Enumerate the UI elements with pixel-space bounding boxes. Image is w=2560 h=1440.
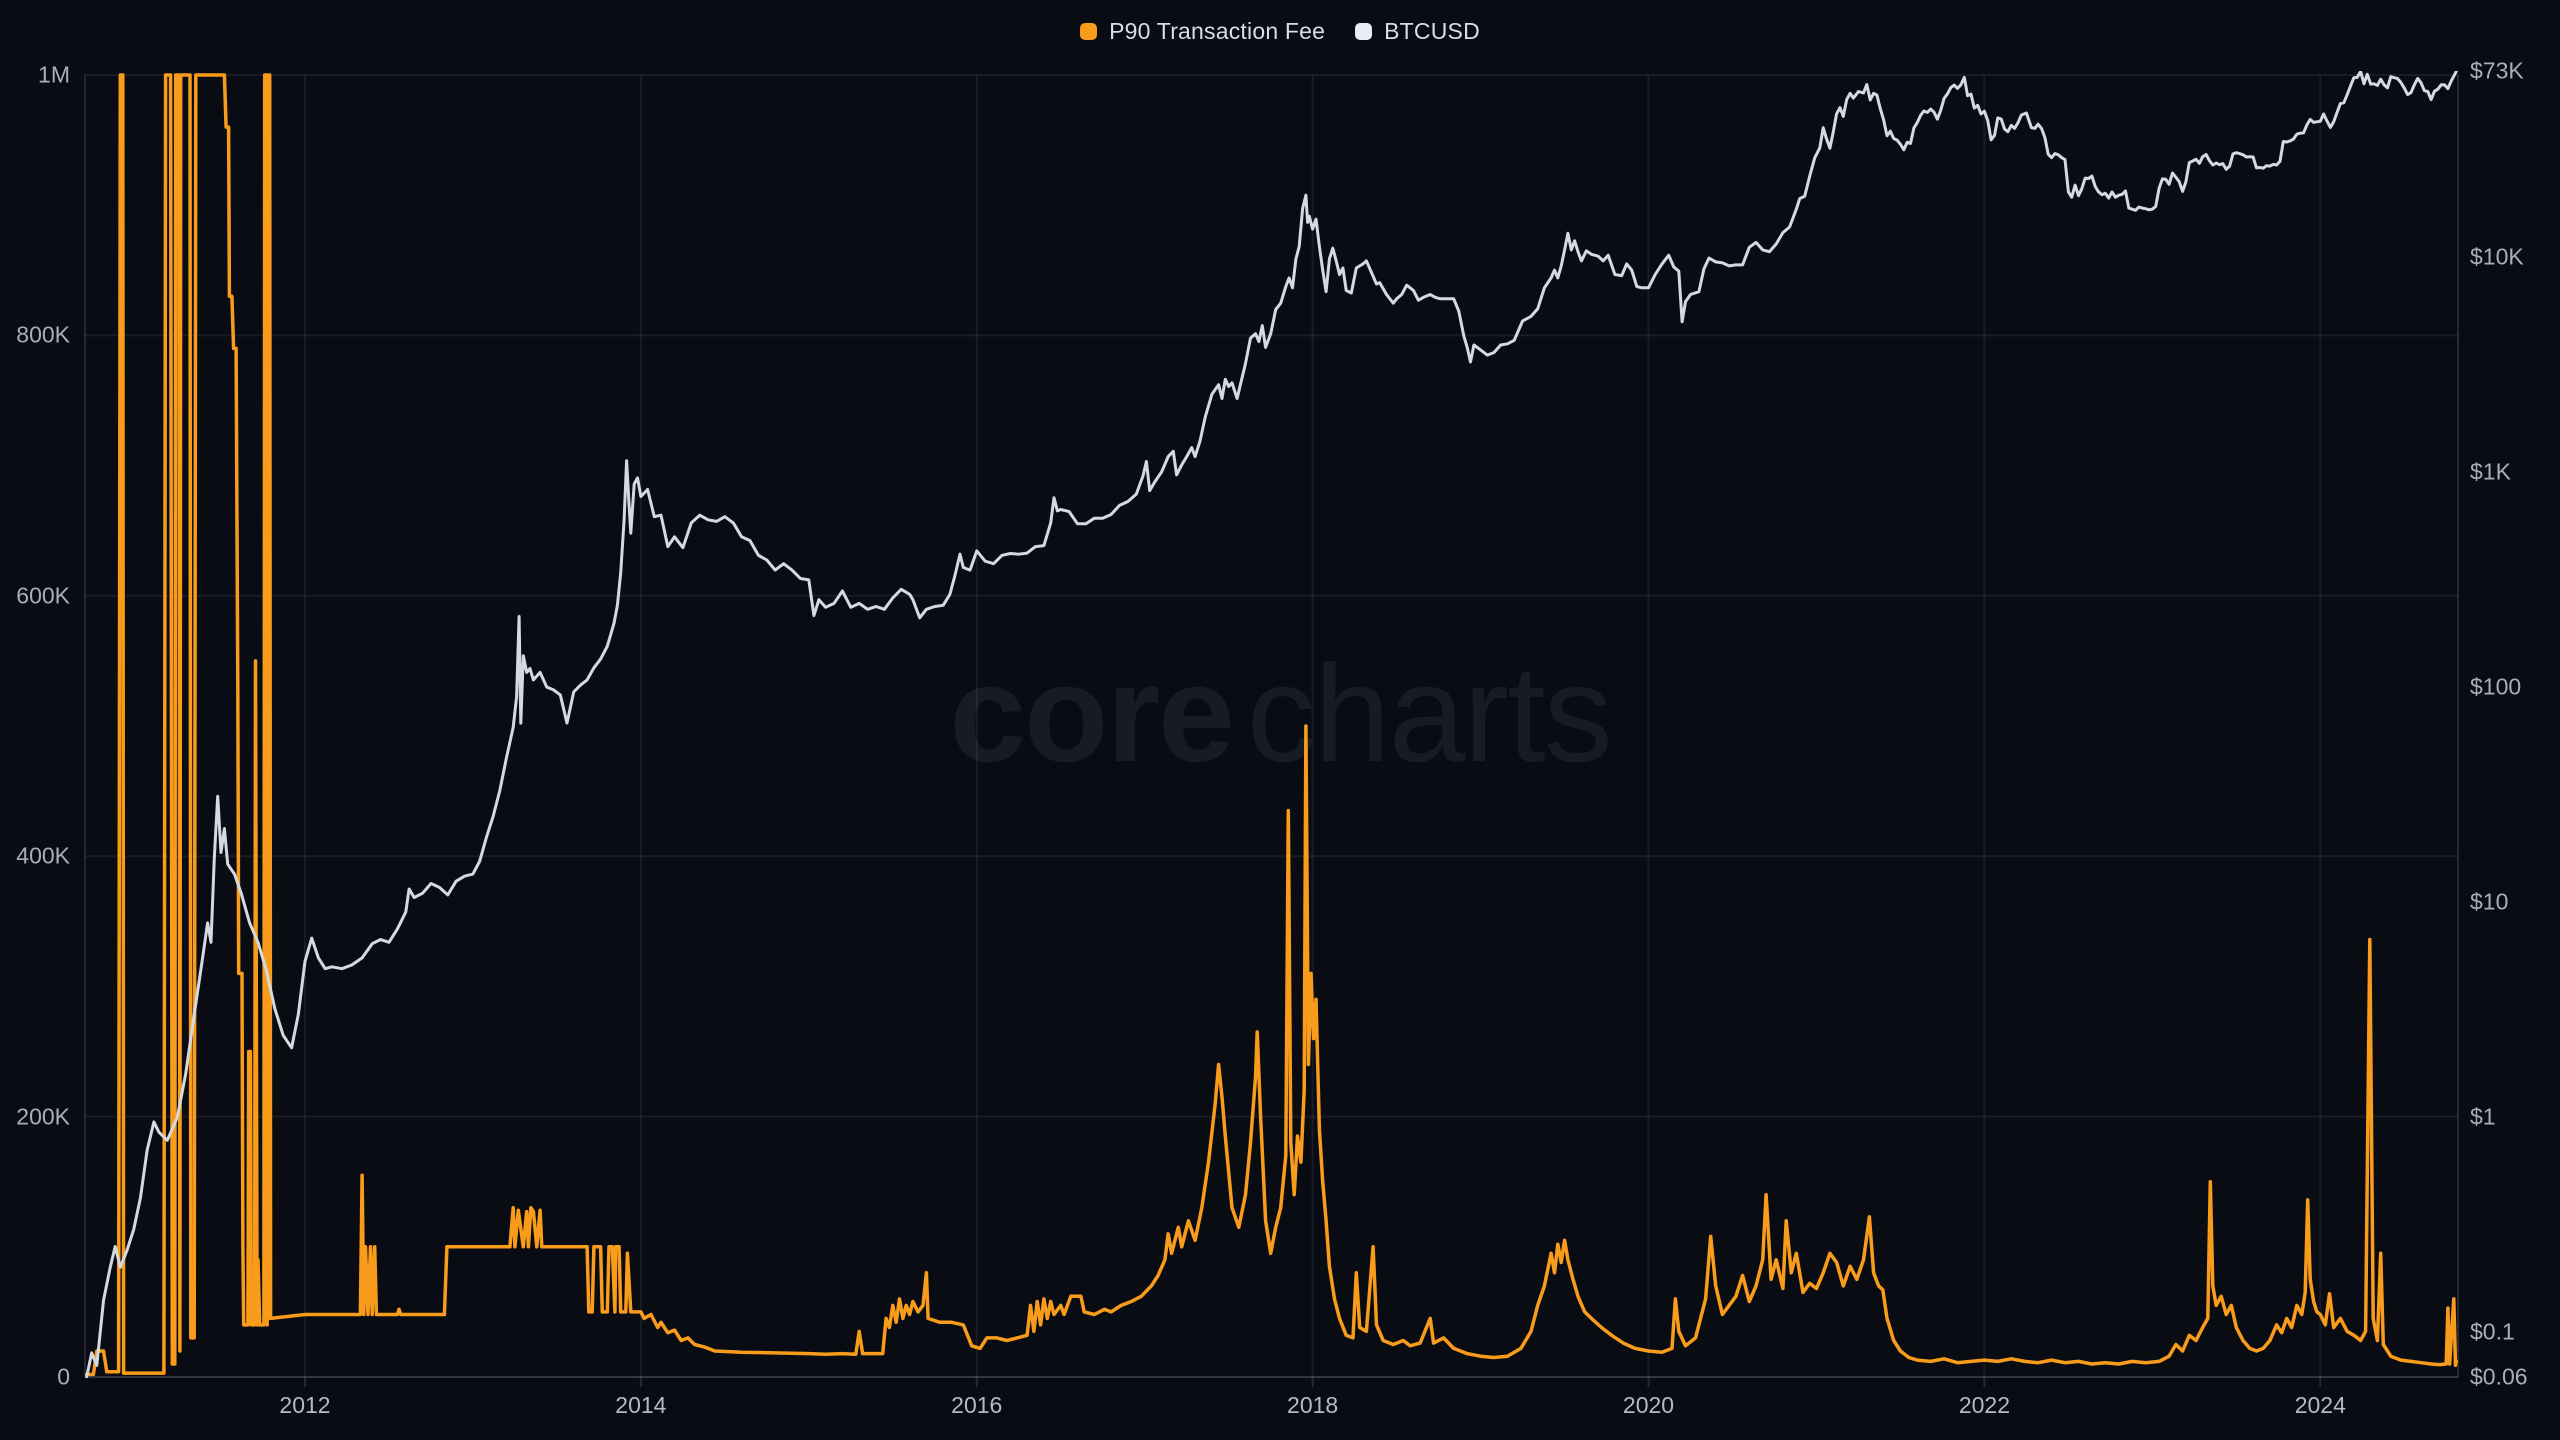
y-axis-tick-right: $0.1 [2470,1318,2515,1345]
x-axis-tick: 2024 [2294,1392,2346,1418]
y-axis-tick-right: $10 [2470,888,2509,915]
x-axis-tick: 2022 [1958,1392,2010,1418]
x-axis-tick: 2018 [1287,1392,1339,1418]
legend: P90 Transaction Fee BTCUSD [0,14,2560,48]
legend-swatch-orange [1080,22,1098,40]
x-axis-tick: 2012 [279,1392,331,1418]
y-axis-tick-right: $73K [2470,57,2524,84]
legend-label: BTCUSD [1384,17,1480,44]
legend-item-btcusd[interactable]: BTCUSD [1355,18,1480,45]
watermark-core: core [949,637,1234,791]
y-axis-tick-left: 600K [16,582,70,609]
legend-label: P90 Transaction Fee [1109,17,1326,44]
y-axis-tick-right: $10K [2470,243,2524,270]
y-axis-tick-left: 400K [16,842,70,869]
x-axis-tick: 2014 [615,1392,667,1418]
y-axis-tick-right: $1K [2470,458,2511,485]
y-axis-tick-right: $1 [2470,1103,2496,1130]
y-axis-tick-left: 1M [38,61,70,88]
p90-transaction-fee-line [84,73,2459,1377]
y-axis-tick-right: $100 [2470,673,2522,700]
y-axis-tick-left: 0 [57,1363,70,1390]
y-axis-tick-left: 800K [16,321,70,348]
legend-swatch-white [1355,22,1373,40]
y-axis-tick-right: $0.06 [2470,1363,2528,1390]
legend-item-p90-transaction-fee[interactable]: P90 Transaction Fee [1080,18,1325,45]
x-axis-tick: 2016 [951,1392,1003,1418]
x-axis-tick: 2020 [1622,1392,1675,1418]
btcusd-line [85,71,2458,1379]
y-axis-tick-left: 200K [16,1103,70,1130]
